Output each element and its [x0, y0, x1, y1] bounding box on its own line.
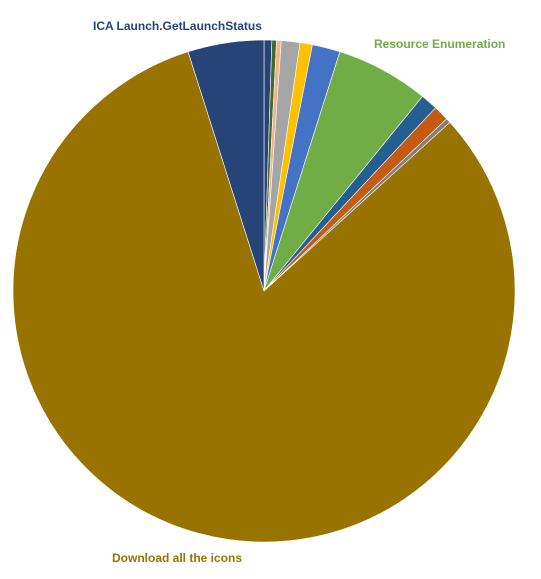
data-label-resource-enumeration: Resource Enumeration: [374, 37, 505, 51]
data-label-download-all-the-icons: Download all the icons: [112, 551, 242, 565]
data-label-ica-launch-getlaunchstatus: ICA Launch.GetLaunchStatus: [93, 19, 262, 33]
pie-slice-download-all-the-icons: [12, 51, 516, 543]
data-labels: Resource Enumeration Download all the ico…: [93, 19, 505, 565]
pie-slices: [12, 39, 516, 543]
pie-slice-ica-launch-getlaunchstatus: [187, 39, 265, 292]
